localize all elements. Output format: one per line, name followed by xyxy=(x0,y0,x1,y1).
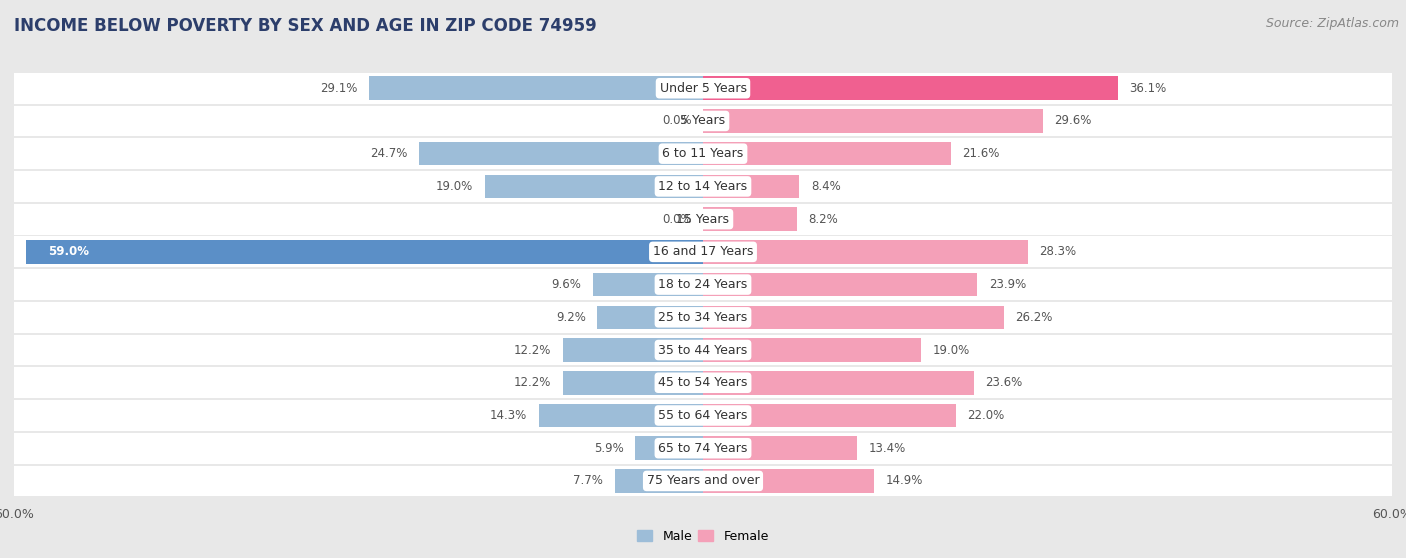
Bar xyxy=(538,403,703,427)
Text: 25 to 34 Years: 25 to 34 Years xyxy=(658,311,748,324)
Bar xyxy=(562,371,703,395)
Bar xyxy=(614,469,703,493)
Text: 55 to 64 Years: 55 to 64 Years xyxy=(658,409,748,422)
Text: Source: ZipAtlas.com: Source: ZipAtlas.com xyxy=(1265,17,1399,30)
Bar xyxy=(703,403,956,427)
Text: 12.2%: 12.2% xyxy=(515,376,551,389)
Text: 29.1%: 29.1% xyxy=(321,81,357,95)
FancyBboxPatch shape xyxy=(3,400,1403,431)
FancyBboxPatch shape xyxy=(3,367,1403,398)
Text: 18 to 24 Years: 18 to 24 Years xyxy=(658,278,748,291)
Bar xyxy=(703,109,1043,133)
Bar xyxy=(703,436,856,460)
Bar xyxy=(593,273,703,296)
Text: 16 and 17 Years: 16 and 17 Years xyxy=(652,246,754,258)
FancyBboxPatch shape xyxy=(3,73,1403,104)
FancyBboxPatch shape xyxy=(3,302,1403,333)
Bar xyxy=(703,76,1118,100)
FancyBboxPatch shape xyxy=(3,465,1403,496)
Legend: Male, Female: Male, Female xyxy=(633,525,773,548)
Text: 22.0%: 22.0% xyxy=(967,409,1004,422)
Text: 9.2%: 9.2% xyxy=(555,311,586,324)
Text: 21.6%: 21.6% xyxy=(963,147,1000,160)
Text: 59.0%: 59.0% xyxy=(48,246,90,258)
Bar xyxy=(703,208,797,231)
Text: 23.9%: 23.9% xyxy=(988,278,1026,291)
Text: 19.0%: 19.0% xyxy=(932,344,970,357)
Bar xyxy=(703,306,1004,329)
Bar xyxy=(636,436,703,460)
Text: 75 Years and over: 75 Years and over xyxy=(647,474,759,488)
FancyBboxPatch shape xyxy=(3,204,1403,234)
Text: 12.2%: 12.2% xyxy=(515,344,551,357)
FancyBboxPatch shape xyxy=(3,105,1403,136)
Text: 7.7%: 7.7% xyxy=(574,474,603,488)
Text: 45 to 54 Years: 45 to 54 Years xyxy=(658,376,748,389)
Text: 9.6%: 9.6% xyxy=(551,278,581,291)
Text: 35 to 44 Years: 35 to 44 Years xyxy=(658,344,748,357)
Text: Under 5 Years: Under 5 Years xyxy=(659,81,747,95)
Text: 0.0%: 0.0% xyxy=(662,213,692,225)
Text: 26.2%: 26.2% xyxy=(1015,311,1053,324)
Bar xyxy=(703,240,1028,263)
FancyBboxPatch shape xyxy=(3,171,1403,202)
Text: 0.0%: 0.0% xyxy=(662,114,692,127)
Text: 65 to 74 Years: 65 to 74 Years xyxy=(658,442,748,455)
Bar xyxy=(562,338,703,362)
Bar xyxy=(485,175,703,198)
Text: 5.9%: 5.9% xyxy=(593,442,624,455)
Text: 28.3%: 28.3% xyxy=(1039,246,1077,258)
Text: 29.6%: 29.6% xyxy=(1054,114,1091,127)
Text: 19.0%: 19.0% xyxy=(436,180,474,193)
Bar xyxy=(703,273,977,296)
Text: 8.4%: 8.4% xyxy=(811,180,841,193)
Text: 13.4%: 13.4% xyxy=(869,442,905,455)
FancyBboxPatch shape xyxy=(3,237,1403,267)
Text: 12 to 14 Years: 12 to 14 Years xyxy=(658,180,748,193)
Text: 6 to 11 Years: 6 to 11 Years xyxy=(662,147,744,160)
Bar xyxy=(703,175,800,198)
Text: 5 Years: 5 Years xyxy=(681,114,725,127)
FancyBboxPatch shape xyxy=(3,269,1403,300)
Text: 14.3%: 14.3% xyxy=(491,409,527,422)
Text: 23.6%: 23.6% xyxy=(986,376,1022,389)
Bar xyxy=(703,469,875,493)
Text: 36.1%: 36.1% xyxy=(1129,81,1166,95)
Bar xyxy=(703,338,921,362)
Bar xyxy=(703,142,950,166)
Bar xyxy=(703,371,974,395)
Bar xyxy=(598,306,703,329)
FancyBboxPatch shape xyxy=(3,335,1403,365)
Text: 14.9%: 14.9% xyxy=(886,474,922,488)
Bar xyxy=(25,240,703,263)
FancyBboxPatch shape xyxy=(3,433,1403,464)
FancyBboxPatch shape xyxy=(3,138,1403,169)
Text: 8.2%: 8.2% xyxy=(808,213,838,225)
Bar xyxy=(368,76,703,100)
Text: 15 Years: 15 Years xyxy=(676,213,730,225)
Text: 24.7%: 24.7% xyxy=(371,147,408,160)
Bar xyxy=(419,142,703,166)
Text: INCOME BELOW POVERTY BY SEX AND AGE IN ZIP CODE 74959: INCOME BELOW POVERTY BY SEX AND AGE IN Z… xyxy=(14,17,596,35)
